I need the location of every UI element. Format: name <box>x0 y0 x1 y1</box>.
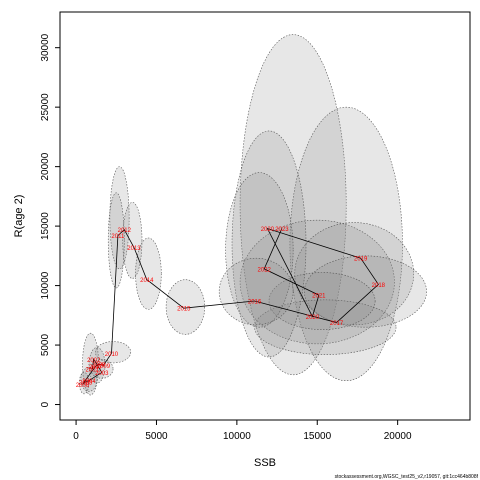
confidence-ellipse <box>165 279 206 335</box>
year-label: 2018 <box>372 283 386 289</box>
y-axis-title: R(age 2) <box>13 195 25 238</box>
confidence-ellipse <box>80 367 98 392</box>
confidence-ellipse <box>107 192 125 289</box>
year-label: 2013 <box>127 246 141 252</box>
year-label: 2002 <box>87 358 101 364</box>
recruitment-path-line <box>82 227 379 385</box>
confidence-ellipse <box>231 130 307 358</box>
x-tick-label: 0 <box>73 431 79 442</box>
y-tick-label: 10000 <box>40 271 51 299</box>
recruitment-path <box>82 227 379 385</box>
year-label: 2005 <box>79 380 93 386</box>
x-tick-label: 5000 <box>145 431 168 442</box>
year-label: 2012 <box>118 228 132 234</box>
footer-credit: stockassessment.org,WGSC_test25_v2,r1905… <box>335 474 479 480</box>
year-label: 2007 <box>89 365 103 371</box>
confidence-ellipse <box>90 359 114 379</box>
year-label: 2010 <box>105 352 119 358</box>
confidence-ellipse <box>268 272 376 330</box>
confidence-ellipse <box>225 172 294 328</box>
year-label: 2001 <box>85 367 99 373</box>
x-axis-title: SSB <box>254 457 276 469</box>
x-tick-label: 15000 <box>303 431 331 442</box>
year-label: 2011 <box>111 234 125 240</box>
x-tick-label: 10000 <box>223 431 251 442</box>
year-label: 2021 <box>312 294 326 300</box>
year-label: 2008 <box>92 363 106 369</box>
confidence-ellipse <box>304 255 427 328</box>
year-label: 2009 <box>97 364 111 370</box>
year-label: 2019 <box>354 257 368 263</box>
year-label: 2006 <box>76 383 90 389</box>
year-label: 2020 <box>306 315 320 321</box>
x-axis: 0 5000 10000 15000 20000 <box>73 419 412 442</box>
y-tick-label: 5000 <box>40 334 51 357</box>
y-axis: 0 5000 10000 15000 20000 25000 30000 <box>40 33 60 407</box>
year-label: 2023 <box>275 227 289 233</box>
y-tick-label: 30000 <box>40 33 51 61</box>
year-label: 2004 <box>82 379 96 385</box>
confidence-ellipse <box>122 202 143 279</box>
year-label: 2015 <box>177 307 191 313</box>
confidence-ellipse <box>254 299 397 355</box>
y-tick-label: 25000 <box>40 93 51 121</box>
year-label: 2020 <box>261 227 275 233</box>
confidence-ellipse <box>218 257 294 326</box>
y-tick-label: 20000 <box>40 152 51 180</box>
confidence-ellipse <box>239 34 347 376</box>
y-tick-label: 0 <box>40 401 51 407</box>
year-label: 2022 <box>258 267 272 273</box>
year-label: 2014 <box>140 278 154 284</box>
year-label: 2017 <box>330 321 344 327</box>
confidence-ellipse <box>294 222 415 326</box>
confidence-ellipse <box>135 237 162 310</box>
confidence-ellipses <box>78 34 427 396</box>
year-label: 2003 <box>95 371 109 377</box>
year-label: 2016 <box>248 300 262 306</box>
x-tick-label: 20000 <box>384 431 412 442</box>
y-tick-label: 15000 <box>40 212 51 240</box>
